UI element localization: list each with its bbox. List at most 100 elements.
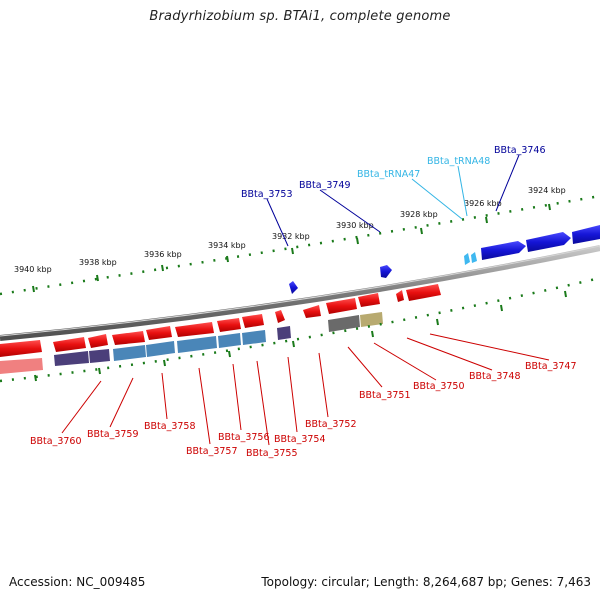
label-bbta-3758[interactable]: BBta_3758 (144, 421, 196, 432)
top-leaders (266, 154, 520, 247)
label-bbta-3754[interactable]: BBta_3754 (274, 434, 326, 445)
gene-bbta-3745[interactable] (526, 232, 571, 252)
leader-trna47 (411, 178, 463, 220)
label-bbta-3749[interactable]: BBta_3749 (299, 180, 351, 191)
kbp-label: 3924 kbp (528, 186, 566, 195)
gene-bbta-3752[interactable] (303, 305, 321, 318)
major-tick (564, 290, 567, 298)
lower-minor-ticks (0, 276, 600, 383)
backbone-line (0, 245, 600, 341)
major-tick (485, 216, 488, 224)
gene-bbta-3754[interactable] (275, 310, 285, 323)
leader-trna48 (457, 165, 468, 217)
forward-strand-genes (289, 225, 600, 294)
leader-bbta-3752 (318, 352, 329, 418)
gene-bbta-3751[interactable] (326, 298, 357, 314)
kbp-label: 3926 kbp (464, 199, 502, 208)
leader-bbta-3758 (161, 372, 168, 420)
major-tick (34, 374, 37, 382)
kbp-label: 3934 kbp (208, 241, 246, 250)
kbp-label: 3932 kbp (272, 232, 310, 241)
major-tick (420, 227, 423, 235)
kbp-label: 3936 kbp (144, 250, 182, 259)
feature-bars (0, 312, 383, 374)
major-tick (356, 237, 359, 245)
genome-title: Bradyrhizobium sp. BTAi1, complete genom… (149, 9, 451, 24)
major-tick (436, 318, 439, 326)
feature-bar-purple-a (54, 351, 89, 366)
leader-bbta-3760 (61, 380, 102, 434)
feature-bar-purple-b (89, 349, 110, 363)
leader-bbta-3748 (406, 337, 493, 371)
leader-bbta-3756 (232, 363, 242, 431)
trna-48[interactable] (471, 252, 477, 263)
gene-bbta-3757[interactable] (175, 322, 214, 337)
bottom-leaders (61, 333, 550, 446)
kbp-label: 3938 kbp (79, 258, 117, 267)
major-tick (292, 340, 295, 348)
gene-bbta-3759-b[interactable] (88, 334, 108, 348)
leader-bbta-3749 (319, 189, 381, 233)
feature-bar-blue-d (218, 333, 241, 348)
label-bbta-3750[interactable]: BBta_3750 (413, 381, 465, 392)
label-trna47[interactable]: BBta_tRNA47 (357, 169, 420, 180)
label-bbta-3755[interactable]: BBta_3755 (246, 448, 298, 459)
label-bbta-3746[interactable]: BBta_3746 (494, 145, 546, 156)
gene-bbta-3750[interactable] (358, 293, 380, 307)
leader-bbta-3753 (266, 198, 289, 247)
genome-summary-text: Topology: circular; Length: 8,264,687 bp… (261, 575, 591, 589)
gene-bbta-3746[interactable] (481, 241, 526, 260)
kbp-label: 3930 kbp (336, 221, 374, 230)
leader-bbta-3751 (347, 346, 383, 388)
major-tick (98, 367, 101, 375)
label-bbta-3756[interactable]: BBta_3756 (218, 432, 270, 443)
major-tick (32, 285, 35, 293)
major-tick (226, 255, 229, 263)
major-tick (371, 330, 374, 338)
label-bbta-3760[interactable]: BBta_3760 (30, 436, 82, 447)
feature-bar-blue-a (113, 345, 146, 361)
backbone-highlight (0, 245, 600, 337)
label-bbta-3747[interactable]: BBta_3747 (525, 361, 577, 372)
label-trna48[interactable]: BBta_tRNA48 (427, 156, 490, 167)
genome-backbone (0, 245, 600, 341)
label-bbta-3752[interactable]: BBta_3752 (305, 419, 357, 430)
feature-bar-blue-e (242, 330, 266, 345)
label-bbta-3753[interactable]: BBta_3753 (241, 189, 293, 200)
feature-bar-blue-b (146, 341, 175, 357)
gene-bbta-3744[interactable] (572, 225, 600, 244)
major-tick (228, 350, 231, 358)
feature-bar-pink (0, 358, 43, 374)
major-tick (96, 274, 99, 282)
major-tick (548, 203, 551, 211)
leader-bbta-3746 (495, 154, 520, 212)
gene-bbta-3760[interactable] (0, 340, 42, 357)
label-bbta-3757[interactable]: BBta_3757 (186, 446, 238, 457)
label-bbta-3748[interactable]: BBta_3748 (469, 371, 521, 382)
gene-bbta-3756[interactable] (217, 318, 241, 332)
bottom-labels: BBta_3760 BBta_3759 BBta_3758 BBta_3757 … (30, 361, 577, 459)
gene-bbta-3747[interactable] (406, 284, 441, 301)
gene-bbta-3748[interactable] (396, 290, 404, 302)
gene-bbta-3759-a[interactable] (53, 337, 86, 352)
major-tick (163, 359, 166, 367)
kbp-label: 3928 kbp (400, 210, 438, 219)
accession-text: Accession: NC_009485 (9, 575, 146, 589)
lower-tick-track (0, 276, 600, 383)
label-bbta-3759[interactable]: BBta_3759 (87, 429, 139, 440)
gene-bbta-3758-b[interactable] (146, 326, 172, 340)
upper-minor-ticks (0, 194, 600, 296)
top-labels: BBta_3753 BBta_3749 BBta_tRNA47 BBta_tRN… (241, 145, 546, 200)
feature-bar-grey (328, 315, 360, 332)
leader-bbta-3754 (287, 356, 298, 433)
leader-bbta-3759 (109, 377, 134, 428)
trna-47[interactable] (464, 253, 470, 265)
major-tick (500, 304, 503, 312)
label-bbta-3751[interactable]: BBta_3751 (359, 390, 411, 401)
gene-bbta-3753[interactable] (289, 281, 298, 294)
gene-bbta-3749[interactable] (380, 265, 392, 278)
gene-bbta-3755[interactable] (242, 314, 264, 328)
leader-bbta-3757 (198, 367, 211, 445)
gene-bbta-3758-a[interactable] (112, 331, 145, 345)
